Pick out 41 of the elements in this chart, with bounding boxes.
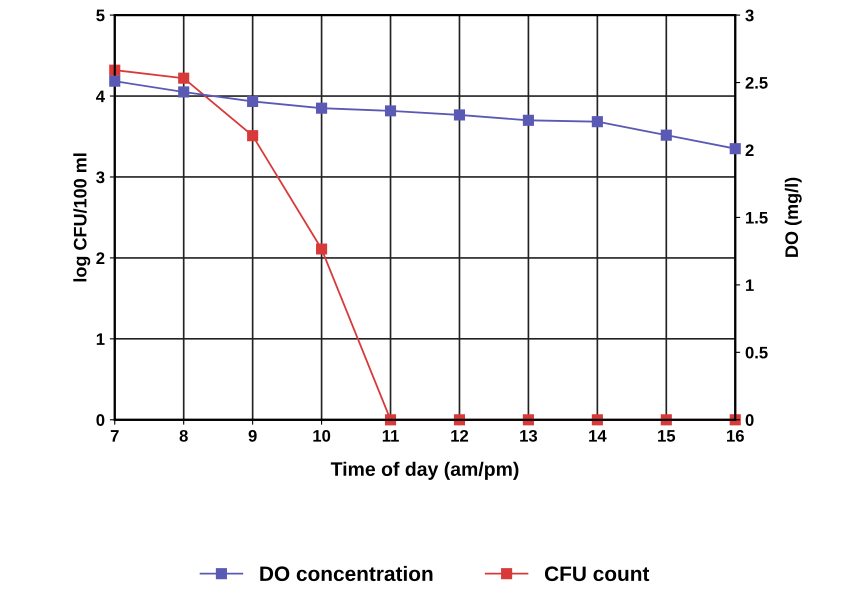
y-axis-title: log CFU/100 ml bbox=[73, 154, 90, 282]
legend-label: CFU count bbox=[544, 566, 650, 582]
x-tick-label: 16 bbox=[727, 430, 744, 442]
point bbox=[247, 96, 258, 107]
point bbox=[316, 243, 328, 255]
y2-tick-label: 3 bbox=[745, 10, 754, 22]
y-tick-label: 2 bbox=[96, 252, 104, 264]
point bbox=[660, 130, 672, 141]
point bbox=[592, 116, 603, 128]
x-tick-label: 13 bbox=[520, 430, 538, 442]
y2-tick-label: 1 bbox=[746, 279, 754, 291]
point bbox=[247, 130, 258, 142]
y-tick-label: 4 bbox=[96, 90, 105, 102]
point bbox=[109, 76, 120, 87]
y2-tick-label: 2 bbox=[746, 144, 754, 156]
x-tick-label: 15 bbox=[658, 430, 676, 442]
point bbox=[384, 105, 396, 116]
x-tick-label: 14 bbox=[589, 430, 607, 442]
y2-tick-label: 2.5 bbox=[746, 76, 768, 89]
y-tick-label: 0 bbox=[96, 414, 104, 426]
y2-tick-label: 0 bbox=[746, 414, 754, 426]
point bbox=[454, 109, 466, 120]
x-tick-label: 11 bbox=[382, 430, 399, 442]
y2-axis-title: DO (mg/l) bbox=[784, 178, 802, 257]
point bbox=[730, 143, 741, 154]
point bbox=[522, 114, 534, 126]
point bbox=[178, 86, 190, 98]
y-tick-label: 3 bbox=[96, 171, 104, 184]
y2-tick-label: 0.5 bbox=[746, 346, 768, 359]
x-tick-label: 8 bbox=[180, 430, 188, 442]
y-tick-label: 5 bbox=[96, 10, 105, 22]
x-tick-label: 10 bbox=[313, 430, 330, 442]
x-axis-title: Time of day (am/pm) bbox=[330, 462, 518, 480]
x-tick-label: 9 bbox=[248, 430, 257, 442]
y-tick-label: 1 bbox=[96, 333, 105, 345]
x-tick-label: 7 bbox=[110, 430, 119, 442]
point bbox=[316, 102, 328, 114]
y2-tick-label: 1.5 bbox=[746, 212, 768, 224]
x-tick-label: 12 bbox=[451, 430, 468, 442]
point bbox=[178, 72, 190, 84]
legend-label: DO concentration bbox=[260, 566, 432, 582]
